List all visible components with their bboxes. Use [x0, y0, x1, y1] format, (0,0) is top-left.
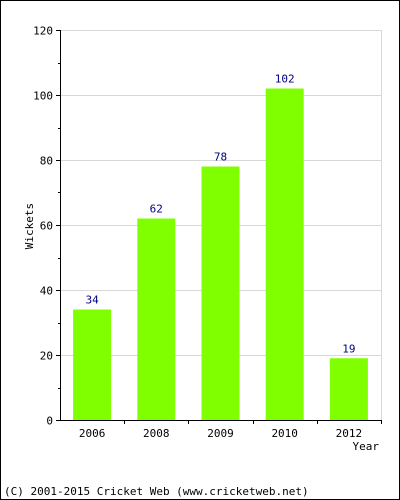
x-tick-label: 2009: [207, 427, 234, 440]
grid-lines: [60, 30, 382, 420]
x-tick-labels: 2006 2008 2009 2010 2012: [79, 427, 362, 440]
data-label-2010: 102: [275, 73, 295, 86]
x-tick-label: 2008: [143, 427, 170, 440]
bar-2012: [329, 358, 368, 420]
x-axis-label: Year: [353, 440, 380, 453]
y-tick-label: 60: [40, 220, 53, 233]
axes: [56, 30, 382, 424]
x-tick-label: 2012: [336, 427, 363, 440]
y-tick-labels: 0 20 40 60 80 100 120: [33, 25, 53, 428]
copyright-footer: (C) 2001-2015 Cricket Web (www.cricketwe…: [4, 485, 309, 498]
y-tick-label: 100: [33, 90, 53, 103]
bar-2010: [265, 88, 304, 420]
data-label-2006: 34: [85, 294, 99, 307]
y-tick-label: 120: [33, 25, 53, 38]
bars: [73, 88, 368, 420]
y-tick-label: 20: [40, 350, 53, 363]
y-tick-label: 0: [46, 415, 53, 428]
data-labels: 34 62 78 102 19: [85, 73, 355, 356]
data-label-2008: 62: [150, 203, 163, 216]
x-tick-label: 2010: [271, 427, 298, 440]
bar-2008: [137, 218, 176, 420]
y-tick-label: 80: [40, 155, 53, 168]
x-tick-label: 2006: [79, 427, 106, 440]
y-axis-label: Wickets: [23, 203, 36, 249]
data-label-2009: 78: [214, 151, 227, 164]
bar-2006: [73, 309, 112, 420]
data-label-2012: 19: [342, 342, 355, 355]
bar-2009: [201, 166, 240, 420]
y-tick-label: 40: [40, 285, 53, 298]
